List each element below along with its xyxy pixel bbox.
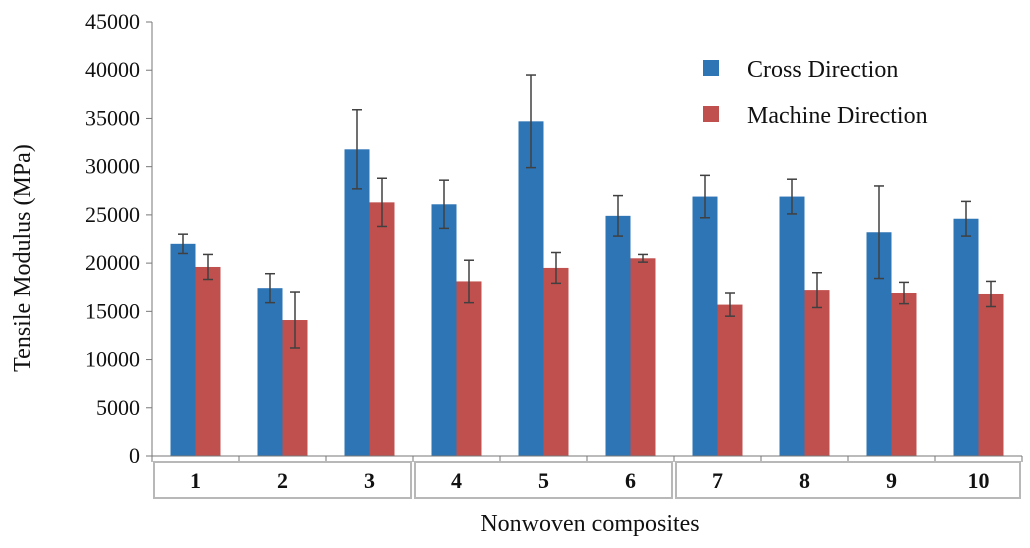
- category-labels: 1 2 3 4 5 6 7 8 9 10: [190, 468, 990, 493]
- x-axis-title: Nonwoven composites: [480, 511, 699, 537]
- bar-cross-direction-5: [518, 121, 544, 457]
- category-label-2: 2: [277, 468, 288, 493]
- y-tick-label: 25000: [85, 202, 140, 227]
- axes: [151, 22, 1023, 462]
- category-label-6: 6: [625, 468, 636, 493]
- bar-cross-direction-4: [431, 204, 457, 456]
- bar-cross-direction-10: [953, 218, 979, 456]
- bar-machine-direction-1: [195, 266, 221, 456]
- category-label-4: 4: [451, 468, 462, 493]
- bar-machine-direction-6: [630, 258, 656, 456]
- y-tick-label: 20000: [85, 250, 140, 275]
- bar-cross-direction-1: [170, 243, 196, 456]
- bar-cross-direction-2: [257, 288, 283, 456]
- y-tick-label: 15000: [85, 298, 140, 323]
- category-label-1: 1: [190, 468, 201, 493]
- bar-cross-direction-6: [605, 215, 631, 456]
- category-label-7: 7: [712, 468, 723, 493]
- category-label-3: 3: [364, 468, 375, 493]
- legend-swatch-cross-direction: [703, 60, 719, 76]
- y-tick-label: 35000: [85, 105, 140, 130]
- y-tick-label: 45000: [85, 9, 140, 34]
- bar-machine-direction-8: [804, 290, 830, 456]
- category-label-8: 8: [799, 468, 810, 493]
- bar-machine-direction-5: [543, 267, 569, 456]
- y-tick-label: 30000: [85, 154, 140, 179]
- y-tick-label: 10000: [85, 347, 140, 372]
- bar-cross-direction-3: [344, 149, 370, 456]
- legend: Cross Direction Machine Direction: [703, 57, 928, 129]
- category-group-box: [675, 461, 1021, 499]
- y-tick-label: 40000: [85, 57, 140, 82]
- bars: [170, 121, 1004, 457]
- bar-machine-direction-10: [978, 293, 1004, 456]
- legend-label-cross-direction: Cross Direction: [747, 57, 898, 83]
- category-label-9: 9: [886, 468, 897, 493]
- bar-cross-direction-7: [692, 196, 718, 456]
- error-bars: [178, 74, 996, 349]
- bar-machine-direction-7: [717, 304, 743, 456]
- legend-swatch-machine-direction: [703, 106, 719, 122]
- bar-machine-direction-9: [891, 293, 917, 456]
- legend-label-machine-direction: Machine Direction: [747, 103, 928, 129]
- bar-machine-direction-4: [456, 281, 482, 456]
- y-tick-label: 0: [129, 443, 140, 468]
- category-label-5: 5: [538, 468, 549, 493]
- category-group-box: [153, 461, 412, 499]
- bar-machine-direction-3: [369, 202, 395, 456]
- y-tick-label: 5000: [96, 395, 140, 420]
- y-axis-ticks: 0 5000 10000 15000 20000 25000 30000 35000 40000…: [85, 9, 152, 468]
- category-group-box: [414, 461, 673, 499]
- bar-cross-direction-8: [779, 196, 805, 456]
- category-group-boxes: [153, 461, 1021, 499]
- y-axis-title: Tensile Modulus (MPa): [10, 144, 36, 372]
- category-label-10: 10: [968, 468, 990, 493]
